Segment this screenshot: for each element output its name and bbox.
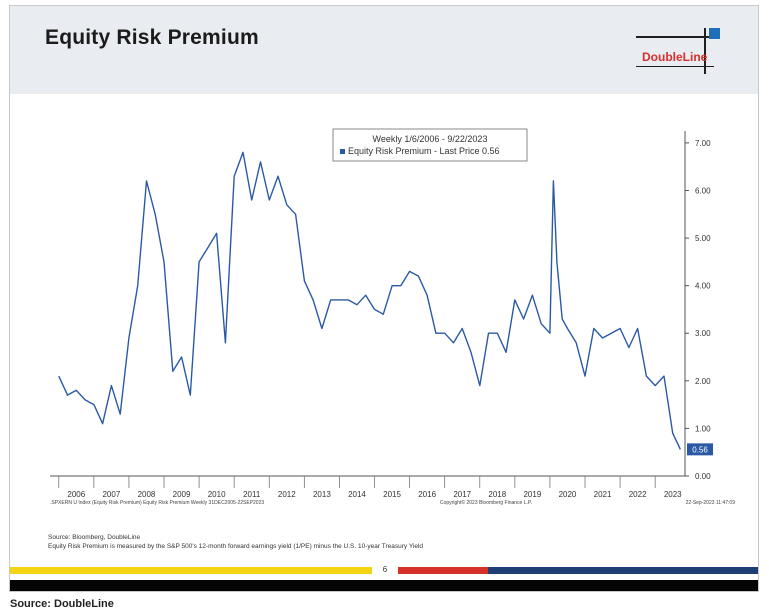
y-tick-label: 4.00 — [695, 282, 711, 291]
x-tick-label: 2023 — [664, 490, 682, 499]
chart-legend: Weekly 1/6/2006 - 9/22/2023 Equity Risk … — [332, 128, 528, 162]
x-tick-label: 2009 — [173, 490, 191, 499]
footer-bar: 6 — [10, 564, 758, 576]
legend-swatch — [340, 149, 345, 154]
x-tick-label: 2012 — [278, 490, 296, 499]
source-caption: Source: DoubleLine — [10, 598, 114, 610]
last-value-badge — [687, 443, 713, 456]
x-tick-label: 2008 — [138, 490, 156, 499]
logo-blue-square — [709, 28, 720, 39]
slide-title: Equity Risk Premium — [45, 26, 259, 49]
chart-footer-center: Copyright© 2023 Bloomberg Finance L.P. — [440, 499, 532, 506]
legend-box — [332, 128, 528, 162]
y-tick-label: 3.00 — [695, 329, 711, 338]
x-tick-label: 2019 — [523, 490, 541, 499]
footer-bar-blue — [488, 567, 758, 574]
footer-bar-red — [398, 567, 488, 574]
logo-rule-top — [636, 36, 714, 38]
legend-series-label: Equity Risk Premium - Last Price 0.56 — [348, 146, 500, 156]
x-tick-label: 2017 — [453, 490, 471, 499]
y-tick-label: 6.00 — [695, 186, 711, 195]
footer-bar-yellow — [10, 567, 372, 574]
slide-header: Equity Risk Premium DoubleLine — [10, 6, 758, 94]
notes-source: Source: Bloomberg, DoubleLine — [48, 534, 141, 541]
footer-black-bar — [10, 580, 758, 591]
x-tick-label: 2014 — [348, 490, 366, 499]
equity-risk-premium-chart: Weekly 1/6/2006 - 9/22/2023 Equity Risk … — [50, 128, 736, 506]
x-tick-label: 2018 — [488, 490, 506, 499]
series-line-equity-risk-premium — [58, 151, 682, 450]
x-tick-label: 2006 — [67, 490, 85, 499]
last-value-label: 0.56 — [692, 445, 708, 454]
y-tick-label: 5.00 — [695, 234, 711, 243]
x-tick-label: 2020 — [559, 490, 577, 499]
y-tick-label: 2.00 — [695, 377, 711, 386]
page-number: 6 — [382, 565, 388, 574]
plot-area: 0.00 1.00 2.00 3.00 4.00 5.00 6.00 7.00 2006 2007… — [50, 131, 713, 499]
logo-wordmark: DoubleLine — [642, 50, 708, 64]
notes-definition: Equity Risk Premium is measured by the S… — [48, 543, 424, 550]
y-tick-label: 1.00 — [695, 424, 711, 433]
slide: Equity Risk Premium DoubleLine Weekly 1/… — [9, 5, 759, 592]
y-tick-label: 0.00 — [695, 472, 711, 481]
slide-notes: Source: Bloomberg, DoubleLine Equity Ris… — [48, 533, 423, 551]
x-tick-label: 2013 — [313, 490, 331, 499]
x-tick-label: 2007 — [102, 490, 120, 499]
y-tick-label: 7.00 — [695, 139, 711, 148]
chart-footer-right: 22-Sep-2023 11:47:09 — [686, 500, 736, 506]
doubleline-logo: DoubleLine — [636, 28, 726, 76]
logo-rule-bottom — [636, 66, 714, 67]
x-tick-label: 2015 — [383, 490, 401, 499]
x-tick-label: 2021 — [594, 490, 612, 499]
chart-footer-left: .SPXERN U Index (Equity Risk Premium) Eq… — [50, 500, 264, 506]
x-tick-label: 2011 — [243, 490, 261, 499]
x-tick-label: 2016 — [418, 490, 436, 499]
x-tick-label: 2010 — [208, 490, 226, 499]
logo-rule-vertical — [704, 28, 706, 74]
x-tick-label: 2022 — [629, 490, 647, 499]
legend-title: Weekly 1/6/2006 - 9/22/2023 — [373, 134, 488, 144]
